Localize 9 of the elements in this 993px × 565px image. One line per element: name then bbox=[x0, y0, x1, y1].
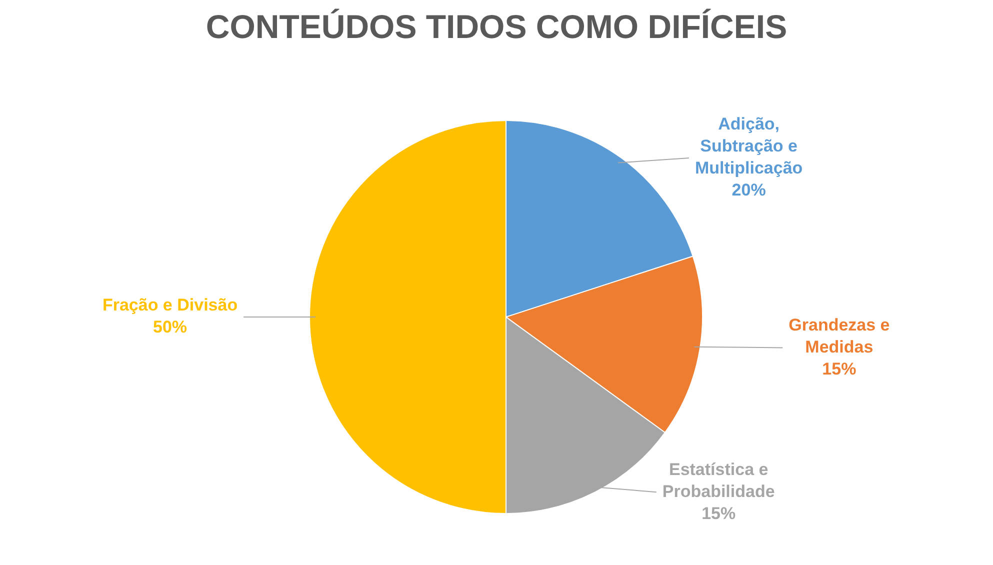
slice-label: Adição, Subtração e Multiplicação bbox=[694, 114, 803, 178]
slice-label: Fração e Divisão bbox=[102, 296, 238, 315]
chart-title: CONTEÚDOS TIDOS COMO DIFÍCEIS bbox=[204, 8, 788, 46]
data-label: 15% bbox=[822, 359, 856, 378]
data-label: 50% bbox=[153, 318, 188, 337]
data-label: 15% bbox=[702, 504, 736, 523]
data-label: 20% bbox=[732, 180, 766, 200]
slice-label: Estatística e Probabilidade bbox=[662, 460, 775, 501]
slice-label: Grandezas e Medidas bbox=[788, 315, 890, 356]
